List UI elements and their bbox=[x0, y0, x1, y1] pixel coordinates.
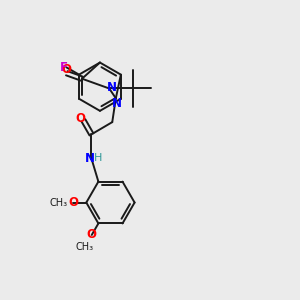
Text: CH₃: CH₃ bbox=[76, 242, 94, 252]
Text: F: F bbox=[60, 61, 68, 74]
Text: H: H bbox=[94, 153, 102, 163]
Text: N: N bbox=[112, 97, 122, 110]
Text: O: O bbox=[87, 228, 97, 242]
Text: O: O bbox=[68, 196, 78, 209]
Text: N: N bbox=[106, 81, 117, 94]
Text: O: O bbox=[75, 112, 85, 125]
Text: O: O bbox=[62, 63, 72, 76]
Text: N: N bbox=[84, 152, 94, 165]
Text: CH₃: CH₃ bbox=[50, 197, 68, 208]
